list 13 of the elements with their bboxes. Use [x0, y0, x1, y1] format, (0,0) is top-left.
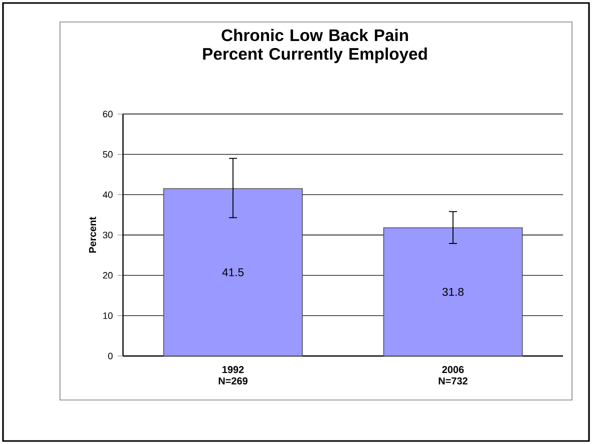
data-label: 41.5: [222, 268, 244, 276]
y-tick-label: 20: [103, 272, 113, 279]
y-tick-label: 0: [108, 352, 113, 360]
y-tick-label: 40: [102, 191, 113, 198]
x-tick-label: 2006 N=732: [438, 366, 468, 384]
x-tick-label: 1992 N=269: [218, 366, 248, 384]
data-label: 31.8: [442, 288, 464, 296]
y-tick-label: 30: [102, 232, 113, 238]
y-tick-label: 50: [102, 151, 113, 158]
chart-title: Chronic Low Back Pain Percent Currently Employed: [203, 28, 427, 64]
y-tick-label: 60: [103, 110, 113, 118]
y-tick-label: 10: [103, 312, 113, 319]
y-axis-title: Percent: [89, 216, 96, 253]
